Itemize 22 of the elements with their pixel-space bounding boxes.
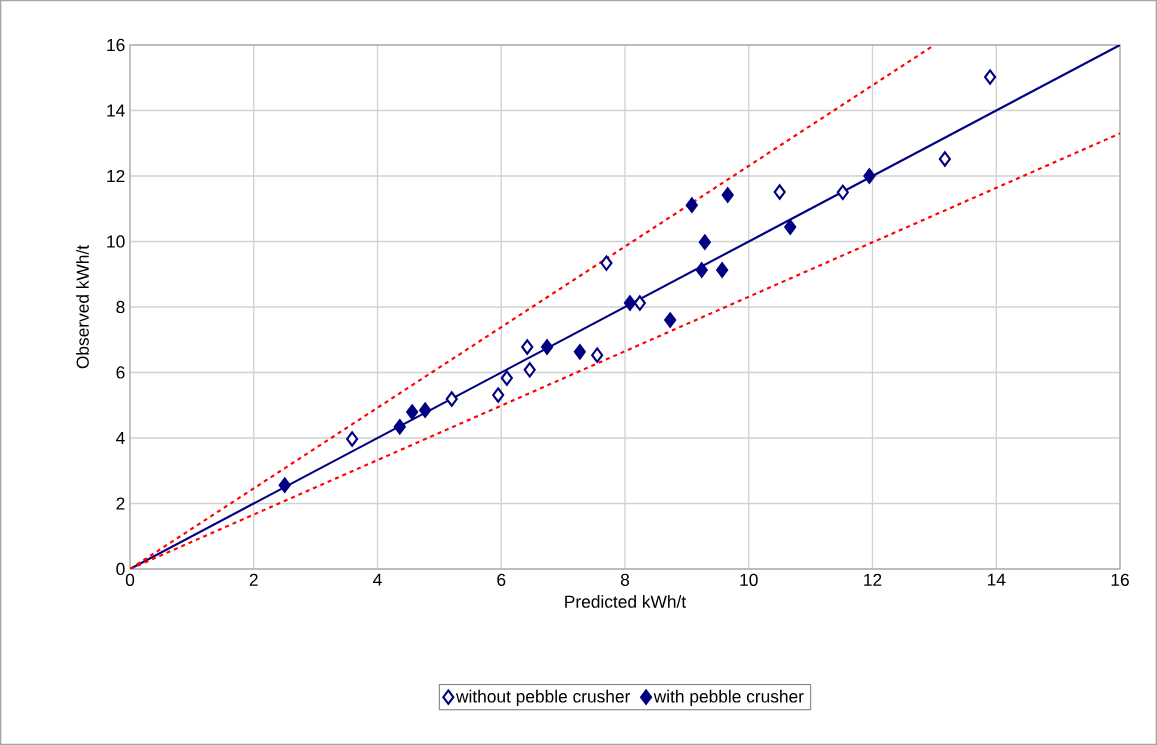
y-tick-label: 6 <box>116 366 125 379</box>
y-tick-label: 10 <box>107 235 125 248</box>
legend-label: without pebble crusher <box>455 689 631 707</box>
y-tick-label: 0 <box>116 562 125 576</box>
y-tick-label: 8 <box>116 300 125 314</box>
x-tick-label: 10 <box>740 573 758 586</box>
y-tick-label: 12 <box>107 169 125 183</box>
x-tick-label: 4 <box>373 573 382 586</box>
x-tick-label: 2 <box>249 573 258 586</box>
y-axis-title: Observed kWh/t <box>76 245 89 369</box>
x-tick-label: 8 <box>620 573 630 586</box>
x-tick-label: 16 <box>1111 573 1129 586</box>
legend-label: with pebble crusher <box>653 689 804 707</box>
x-axis-title: Predicted kWh/t <box>565 595 687 608</box>
y-tick-label: 16 <box>107 38 125 52</box>
y-tick-label: 2 <box>116 497 125 510</box>
x-tick-label: 14 <box>987 573 1006 586</box>
y-tick-label: 14 <box>107 104 125 117</box>
x-tick-label: 0 <box>125 573 135 586</box>
x-tick-label: 12 <box>864 573 882 586</box>
y-tick-label: 4 <box>116 432 125 444</box>
x-tick-label: 6 <box>497 573 506 586</box>
